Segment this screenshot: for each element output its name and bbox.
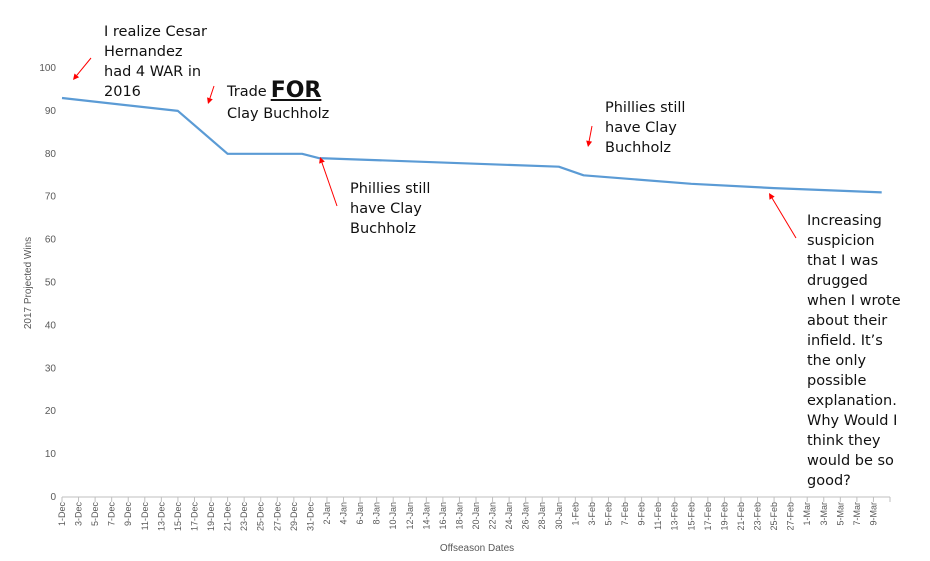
annotation-trade-word: Trade [227, 84, 267, 100]
x-tick-label: 17-Feb [703, 502, 713, 531]
x-tick-label: 31-Dec [305, 502, 315, 532]
x-tick-label: 9-Dec [123, 502, 133, 527]
annotation-arrowhead [586, 140, 593, 147]
x-tick-label: 7-Dec [107, 502, 117, 527]
x-tick-label: 21-Feb [736, 502, 746, 531]
y-tick-label: 100 [39, 63, 56, 74]
x-tick-label: 11-Feb [653, 502, 663, 530]
x-tick-label: 5-Mar [835, 502, 845, 526]
x-tick-label: 7-Mar [852, 502, 862, 526]
x-tick-label: 16-Jan [438, 502, 448, 530]
annotation-arrow [209, 85, 215, 99]
annotation-arrows [73, 57, 797, 239]
x-tick-label: 5-Feb [603, 502, 613, 526]
x-tick-label: 30-Jan [554, 502, 564, 530]
annotation-still-2: Phillies still have Clay Buchholz [605, 100, 686, 156]
y-tick-label: 90 [45, 106, 57, 117]
x-tick-label: 19-Dec [206, 502, 216, 532]
x-tick-label: 25-Dec [256, 502, 266, 532]
x-axis-label: Offseason Dates [440, 543, 514, 554]
x-tick-label: 9-Mar [868, 502, 878, 526]
y-tick-label: 70 [45, 192, 57, 203]
annotation-for-emphasis: FOR [270, 78, 322, 103]
annotation-arrow [76, 57, 92, 76]
annotation-still-1: Phillies still have Clay Buchholz [350, 181, 431, 237]
y-axis-label: 2017 Projected Wins [23, 237, 34, 329]
x-tick-label: 21-Dec [223, 502, 233, 532]
y-tick-label: 40 [45, 320, 57, 331]
annotation-trade-target: Clay Buchholz [227, 106, 330, 122]
x-tick-label: 24-Jan [504, 502, 514, 530]
x-tick-label: 23-Feb [753, 502, 763, 531]
x-tick-label: 3-Dec [74, 502, 84, 527]
x-tick-label: 28-Jan [537, 502, 547, 530]
x-tick-label: 1-Feb [570, 502, 580, 526]
annotation-suspicion: Increasing suspicion that I was drugged … [807, 213, 901, 489]
annotation-arrow [321, 162, 338, 207]
x-tick-label: 10-Jan [388, 502, 398, 530]
x-tick-label: 13-Feb [670, 502, 680, 531]
annotation-arrow [771, 197, 797, 239]
x-tick-label: 27-Feb [786, 502, 796, 531]
annotation-arrowhead [769, 193, 775, 200]
x-tick-label: 26-Jan [521, 502, 531, 530]
x-tick-label: 18-Jan [454, 502, 464, 530]
annotation-trade: Trade FOR Clay Buchholz [227, 61, 329, 144]
y-axis: 0 10 20 30 40 50 60 70 80 90 100 [39, 63, 56, 503]
x-tick-label: 29-Dec [289, 502, 299, 532]
x-tick-label: 15-Dec [173, 502, 183, 532]
y-tick-label: 60 [45, 235, 57, 246]
x-tick-label: 7-Feb [620, 502, 630, 526]
series-group [61, 96, 882, 194]
annotation-cesar: I realize Cesar Hernandez had 4 WAR in 2… [104, 24, 207, 100]
x-tick-label: 5-Dec [90, 502, 100, 527]
x-tick-label: 1-Mar [802, 502, 812, 526]
y-tick-label: 10 [45, 449, 57, 460]
x-tick-label: 15-Feb [686, 502, 696, 531]
x-tick-label: 23-Dec [239, 502, 249, 532]
x-tick-label: 3-Mar [819, 502, 829, 526]
x-tick-label: 19-Feb [719, 502, 729, 531]
y-tick-label: 0 [50, 492, 56, 503]
x-axis: 1-Dec 3-Dec 5-Dec 7-Dec 9-Dec 11-Dec 13-Dec 15-… [57, 496, 891, 532]
annotation-arrowhead [319, 157, 325, 164]
x-tick-label: 17-Dec [189, 502, 199, 532]
x-tick-label: 3-Feb [587, 502, 597, 526]
x-tick-label: 13-Dec [156, 502, 166, 532]
y-tick-label: 50 [45, 278, 57, 289]
x-tick-label: 22-Jan [488, 502, 498, 530]
x-tick-label: 12-Jan [405, 502, 415, 530]
x-tick-label: 8-Jan [372, 502, 382, 525]
y-tick-label: 20 [45, 406, 57, 417]
x-tick-label: 6-Jan [355, 502, 365, 525]
x-tick-label: 9-Feb [637, 502, 647, 526]
x-tick-label: 27-Dec [272, 502, 282, 532]
x-tick-label: 2-Jan [322, 502, 332, 525]
y-tick-label: 30 [45, 363, 57, 374]
annotation-arrowhead [207, 97, 213, 104]
series-line [61, 96, 882, 194]
y-tick-label: 80 [45, 149, 57, 160]
annotation-arrowhead [73, 73, 80, 80]
x-tick-label: 14-Jan [421, 502, 431, 530]
annotation-arrow [588, 125, 593, 142]
x-tick-label: 11-Dec [140, 502, 150, 531]
x-tick-label: 4-Jan [339, 502, 349, 525]
x-tick-label: 25-Feb [769, 502, 779, 531]
x-tick-label: 1-Dec [57, 502, 67, 527]
x-tick-label: 20-Jan [471, 502, 481, 530]
